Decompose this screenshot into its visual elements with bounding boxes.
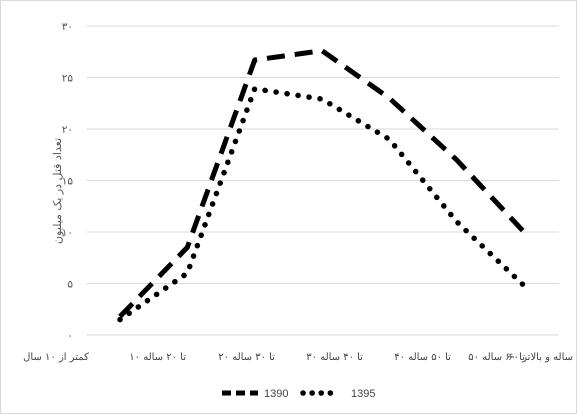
legend-label-1390: 1390 — [264, 388, 288, 400]
x-category-label: ۴۰ تا ۵۰ ساله — [394, 352, 451, 363]
x-category-label: کمتر از ۱۰ سال — [23, 352, 89, 363]
x-category-label: ۳۰ تا ۴۰ ساله — [306, 352, 363, 363]
gridlines — [87, 25, 559, 336]
y-tick-label: ۰ — [67, 330, 73, 342]
legend-label-1395: 1395 — [351, 388, 375, 400]
y-tick-label: ۱۵ — [62, 176, 74, 188]
y-tick-label: ۲۰ — [62, 124, 73, 136]
x-axis-category-labels: کمتر از ۱۰ سال ۱۰ تا ۲۰ ساله ۲۰ تا ۳۰ ساله… — [23, 352, 573, 363]
y-tick-label: ۱۰ — [62, 227, 73, 239]
y-tick-label: ۲۵ — [62, 73, 74, 85]
y-axis-tick-labels: ۰ ۵ ۱۰ ۱۵ ۲۰ ۲۵ ۳۰ — [62, 21, 74, 342]
x-category-label: ۱۰ تا ۲۰ ساله — [129, 352, 186, 363]
x-category-label: ۶۰ ساله و بالاتر — [508, 352, 573, 363]
series-line-1395 — [117, 86, 527, 323]
y-tick-label: ۵ — [67, 279, 73, 291]
legend: 1390 1395 — [222, 388, 375, 400]
y-tick-label: ۳۰ — [62, 21, 73, 33]
x-category-label: ۲۰ تا ۳۰ ساله — [218, 352, 275, 363]
series-lines — [117, 48, 527, 323]
series-line-1390 — [118, 48, 526, 319]
x-category-label: ۵۰ تا ۶۰ ساله — [468, 352, 525, 363]
y-axis-label: تعداد قتل در یک میلیون — [51, 138, 64, 244]
